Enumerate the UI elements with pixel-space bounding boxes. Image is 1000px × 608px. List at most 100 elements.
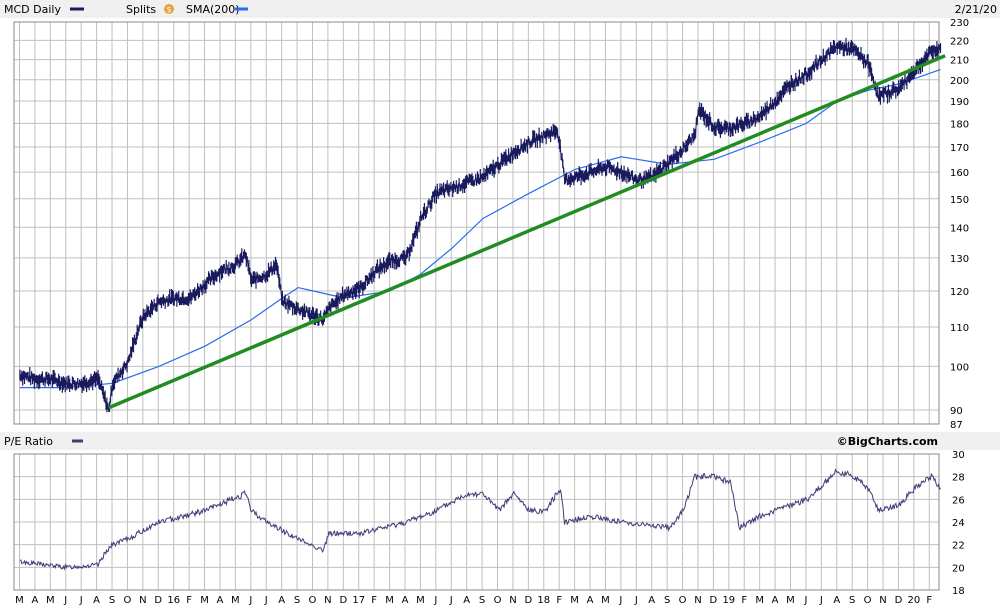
- month-tick-label: D: [154, 595, 162, 606]
- splits-icon: [164, 4, 174, 14]
- price-tick-label: 160: [950, 168, 969, 179]
- price-tick-label: 210: [950, 56, 969, 67]
- month-tick-label: D: [710, 595, 718, 606]
- price-tick-label: 150: [950, 195, 969, 206]
- date-label: 2/21/20: [955, 3, 997, 16]
- month-tick-label: A: [402, 595, 409, 606]
- month-tick-label: N: [694, 595, 701, 606]
- month-tick-label: S: [109, 595, 115, 606]
- month-tick-label: F: [741, 595, 747, 606]
- trendline-layer: [108, 54, 946, 410]
- month-tick-label: A: [278, 595, 285, 606]
- month-tick-label: M: [46, 595, 55, 606]
- month-tick-label: O: [124, 595, 132, 606]
- pe-label: P/E Ratio: [4, 435, 53, 448]
- month-tick-label: J: [63, 595, 67, 606]
- month-tick-label: M: [601, 595, 610, 606]
- month-tick-label: J: [819, 595, 823, 606]
- month-tick-label: J: [248, 595, 252, 606]
- month-tick-label: J: [433, 595, 437, 606]
- pe-layer: [19, 468, 941, 571]
- sma-label: SMA(200): [186, 3, 240, 16]
- sma-layer: [20, 69, 941, 389]
- price-tick-label: 190: [950, 97, 969, 108]
- month-axis: M A M J J A S O N D 16 F M A M J J A S O N D 17 F M A M J J A S O N D 18 F M…: [15, 595, 932, 606]
- price-tick-label: 140: [950, 223, 969, 234]
- month-tick-label: O: [309, 595, 317, 606]
- pe-tick-label: 24: [952, 518, 965, 529]
- month-tick-label: N: [509, 595, 516, 606]
- price-tick-label: 130: [950, 254, 969, 265]
- month-tick-label: A: [463, 595, 470, 606]
- price-tick-label: 170: [950, 143, 969, 154]
- month-tick-label: M: [231, 595, 240, 606]
- pe-plot-frame: [13, 453, 940, 591]
- month-tick-label: F: [186, 595, 192, 606]
- month-tick-label: N: [879, 595, 886, 606]
- splits-label: Splits: [126, 3, 156, 16]
- pe-panel-header: [0, 432, 1000, 450]
- month-tick-label: O: [864, 595, 872, 606]
- price-plot-frame: [13, 21, 940, 425]
- price-tick-label: 120: [950, 287, 969, 298]
- month-tick-label: S: [479, 595, 485, 606]
- month-tick-label: A: [93, 595, 100, 606]
- month-tick-label: M: [200, 595, 209, 606]
- pe-tick-label: 20: [952, 563, 965, 574]
- pe-tick-label: 28: [952, 473, 965, 484]
- price-tick-label: 110: [950, 323, 969, 334]
- pe-y-axis: 30 28 26 24 22 20 18: [952, 450, 965, 597]
- trendline: [108, 54, 946, 410]
- splits-icon-glyph: $: [166, 5, 171, 14]
- price-layer: [19, 37, 942, 413]
- month-tick-label: J: [449, 595, 453, 606]
- month-tick-label: F: [371, 595, 377, 606]
- month-tick-label: N: [324, 595, 331, 606]
- month-tick-label: D: [525, 595, 533, 606]
- month-tick-label: S: [294, 595, 300, 606]
- price-tick-label: 100: [950, 362, 969, 373]
- symbol-label: MCD Daily: [4, 3, 61, 16]
- price-tick-label: 230: [950, 18, 969, 29]
- month-tick-label: 19: [722, 595, 735, 606]
- month-tick-label: A: [587, 595, 594, 606]
- price-y-axis: 230 220 210 200 190 180 170 160 150 140 130 120 110 1…: [950, 18, 969, 431]
- pe-tick-label: 26: [952, 495, 965, 506]
- price-grid: [14, 22, 939, 424]
- month-tick-label: M: [385, 595, 394, 606]
- month-tick-label: M: [15, 595, 24, 606]
- month-tick-label: M: [755, 595, 764, 606]
- month-tick-label: D: [895, 595, 903, 606]
- pe-line: [19, 468, 941, 571]
- month-tick-label: M: [416, 595, 425, 606]
- pe-grid: [14, 454, 939, 590]
- month-tick-label: J: [79, 595, 83, 606]
- month-tick-label: J: [264, 595, 268, 606]
- month-tick-label: A: [31, 595, 38, 606]
- price-panel-header: [0, 0, 1000, 18]
- pe-tick-label: 18: [952, 586, 965, 597]
- pe-tick-label: 30: [952, 450, 965, 461]
- month-tick-label: 20: [907, 595, 920, 606]
- brand-label: ©BigCharts.com: [837, 435, 938, 448]
- month-tick-label: 16: [167, 595, 180, 606]
- month-tick-label: M: [786, 595, 795, 606]
- pe-tick-label: 22: [952, 541, 965, 552]
- month-tick-label: S: [664, 595, 670, 606]
- month-tick-label: S: [849, 595, 855, 606]
- month-tick-label: A: [217, 595, 224, 606]
- price-close-line: [19, 43, 941, 411]
- month-tick-label: 18: [537, 595, 550, 606]
- month-tick-label: J: [634, 595, 638, 606]
- month-tick-label: O: [494, 595, 502, 606]
- month-tick-label: O: [679, 595, 687, 606]
- month-tick-label: M: [570, 595, 579, 606]
- month-tick-label: D: [339, 595, 347, 606]
- month-tick-label: 17: [352, 595, 365, 606]
- price-tick-label: 200: [950, 76, 969, 87]
- month-tick-label: J: [618, 595, 622, 606]
- price-tick-label: 220: [950, 36, 969, 47]
- month-tick-label: A: [833, 595, 840, 606]
- month-tick-label: F: [926, 595, 932, 606]
- sma-line: [20, 69, 941, 389]
